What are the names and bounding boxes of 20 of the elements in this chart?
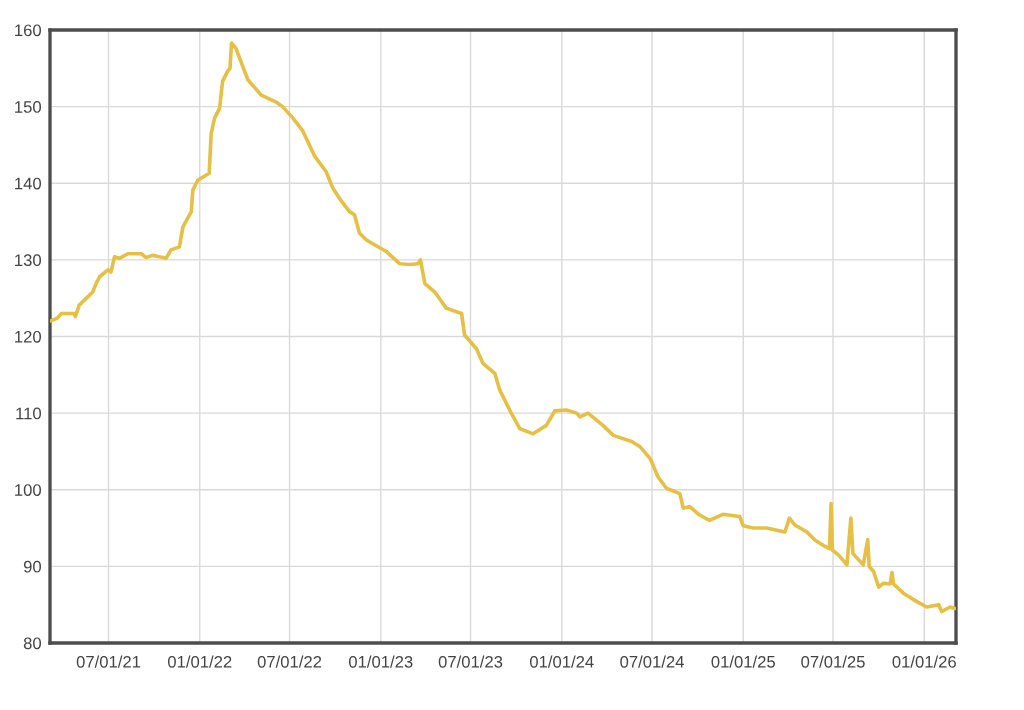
x-tick-label: 07/01/21 (76, 655, 141, 668)
y-tick-label: 150 (15, 101, 42, 113)
x-tick-label: 07/01/24 (620, 655, 684, 668)
y-tick-label: 160 (15, 24, 42, 37)
y-tick-label: 140 (15, 177, 42, 190)
x-tick-label: 01/01/26 (892, 655, 956, 668)
y-tick-label: 120 (15, 330, 42, 343)
y-tick-label: 130 (15, 254, 42, 267)
x-tick-label: 01/01/25 (711, 655, 775, 668)
line-series (50, 41, 956, 614)
x-tick-label: 01/01/22 (167, 655, 232, 668)
y-tick-label: 90 (23, 560, 42, 573)
x-tick-label: 01/01/23 (348, 655, 413, 668)
y-tick-label: 100 (15, 484, 42, 496)
x-tick-label: 01/01/24 (529, 655, 594, 668)
y-tick-label: 110 (16, 407, 42, 420)
x-tick-label: 07/01/25 (801, 655, 865, 668)
y-tick-label: 80 (23, 637, 42, 650)
x-tick-label: 07/01/23 (438, 655, 503, 668)
x-tick-label: 07/01/22 (257, 655, 322, 668)
